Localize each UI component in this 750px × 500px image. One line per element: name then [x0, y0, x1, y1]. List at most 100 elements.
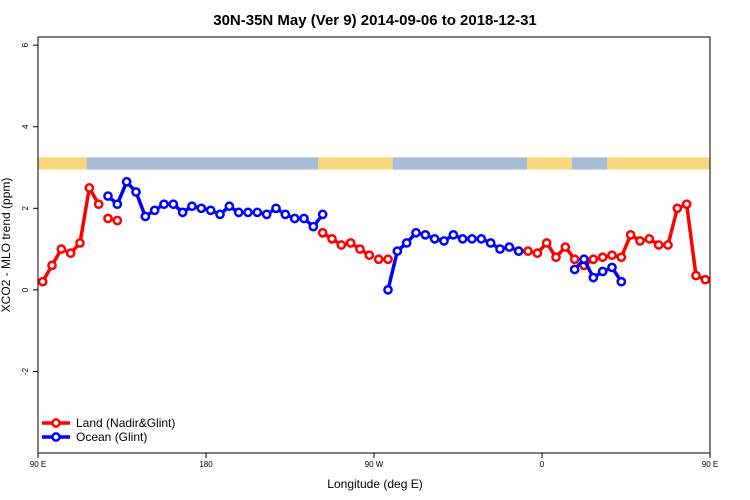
data-point — [429, 234, 440, 244]
legend: Land (Nadir&Glint)Ocean (Glint) — [42, 416, 175, 444]
x-tick-label: 0 — [540, 460, 545, 469]
data-point — [38, 276, 48, 287]
data-point — [467, 234, 477, 244]
series-land — [38, 183, 746, 287]
data-point — [588, 254, 599, 265]
data-point — [233, 207, 244, 218]
data-point — [616, 252, 627, 263]
data-point — [364, 250, 375, 261]
data-point — [280, 209, 291, 220]
data-point — [644, 234, 655, 244]
data-point — [709, 280, 710, 283]
data-point — [215, 209, 225, 220]
data-point — [607, 250, 617, 261]
data-point — [569, 254, 580, 265]
data-point — [681, 199, 692, 210]
y-tick-label: 6 — [21, 42, 30, 47]
y-tick-label: 4 — [21, 124, 30, 129]
data-point — [271, 203, 281, 214]
data-point — [672, 203, 683, 214]
data-point — [597, 266, 608, 277]
data-point — [653, 240, 664, 250]
data-point — [485, 238, 496, 248]
plot-frame — [37, 36, 711, 454]
data-point — [373, 254, 384, 265]
data-point — [196, 203, 207, 214]
surface-strip-ocean — [571, 157, 608, 170]
data-point — [121, 176, 132, 187]
data-point — [588, 272, 599, 283]
data-point — [532, 248, 543, 259]
data-point — [495, 244, 505, 254]
data-point — [616, 276, 627, 287]
data-point — [663, 240, 673, 250]
data-point — [569, 264, 580, 275]
x-axis: 90 E 180 90 W 0 90 E — [30, 453, 718, 469]
data-point — [112, 215, 123, 226]
legend-item-ocean: Ocean (Glint) — [42, 430, 147, 444]
data-point — [205, 205, 216, 216]
surface-strip-land — [318, 157, 393, 170]
y-tick-label: 0 — [21, 287, 30, 292]
surface-strip-land — [38, 157, 87, 170]
chart-title: 30N-35N May (Ver 9) 2014-09-06 to 2018-1… — [213, 12, 537, 29]
data-point — [308, 221, 319, 232]
data-point — [112, 199, 123, 210]
data-point — [730, 245, 737, 252]
data-point — [261, 209, 272, 220]
data-point — [47, 260, 57, 271]
data-point — [317, 227, 328, 238]
legend-label: Land (Nadir&Glint) — [76, 416, 175, 430]
data-point — [448, 229, 459, 240]
series-ocean — [103, 176, 627, 295]
series-layer — [38, 176, 746, 295]
data-point — [345, 238, 356, 248]
x-tick-label: 90 E — [702, 460, 718, 469]
data-point — [140, 211, 151, 222]
x-tick-label: 180 — [199, 460, 213, 469]
y-tick-label: -2 — [21, 367, 30, 375]
data-point — [93, 199, 104, 210]
data-point — [252, 207, 263, 218]
data-point — [560, 242, 571, 252]
data-point — [103, 213, 113, 224]
x-tick-label: 90 E — [30, 460, 46, 469]
data-point — [504, 242, 515, 252]
data-point — [523, 246, 533, 256]
data-point — [439, 236, 449, 246]
surface-strip-land — [607, 157, 710, 170]
data-point — [56, 244, 67, 254]
legend-item-land: Land (Nadir&Glint) — [42, 416, 175, 430]
data-point — [476, 234, 487, 244]
data-point — [159, 199, 169, 210]
surface-type-strip — [38, 157, 710, 170]
data-point — [720, 262, 727, 269]
data-point — [739, 250, 746, 257]
y-axis: -2 0 2 4 6 — [21, 42, 38, 375]
data-point — [317, 209, 328, 220]
data-point — [411, 227, 421, 238]
surface-strip-ocean — [86, 157, 319, 170]
data-point — [635, 236, 645, 246]
data-point — [541, 238, 552, 248]
data-point — [131, 187, 141, 197]
data-point — [84, 183, 95, 193]
data-point — [625, 229, 636, 240]
x-tick-label: 90 W — [365, 460, 384, 469]
data-point — [607, 262, 617, 273]
y-tick-label: 2 — [21, 206, 30, 211]
data-point — [383, 285, 393, 295]
data-point — [401, 238, 412, 248]
data-point — [457, 234, 468, 244]
data-point — [420, 229, 431, 240]
data-point — [327, 234, 337, 244]
data-point — [299, 213, 309, 224]
data-point — [551, 252, 561, 263]
data-point — [177, 207, 188, 218]
data-point — [691, 270, 701, 281]
legend-marker — [51, 418, 61, 428]
data-point — [336, 240, 347, 250]
data-point — [65, 248, 76, 259]
data-point — [168, 199, 179, 210]
